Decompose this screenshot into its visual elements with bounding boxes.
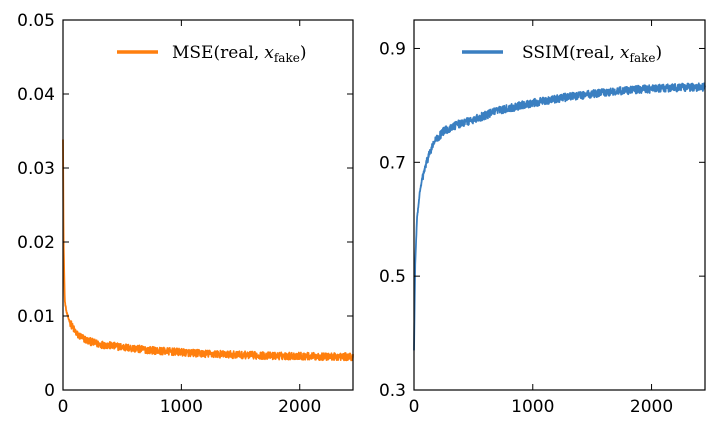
y-tick-label: 0.04	[17, 85, 55, 105]
series-line-1-0	[413, 82, 706, 351]
x-tick-label: 1000	[160, 397, 203, 417]
series-line-0-0	[62, 139, 354, 362]
ssim-panel: 0 1000 2000 0.3 0.5 0.7 0.9 SSIM(real, xfake)	[379, 19, 706, 417]
x-tick-label: 0	[58, 397, 69, 417]
plot-frame	[62, 19, 354, 391]
y-tick-label: 0.3	[379, 381, 406, 401]
y-tick-label: 0	[44, 381, 55, 401]
plot-frame	[413, 19, 706, 391]
y-tick-label: 0.7	[379, 153, 406, 173]
y-tick-label: 0.02	[17, 233, 55, 253]
x-tick-label: 2000	[630, 397, 673, 417]
y-tick-label: 0.03	[17, 159, 55, 179]
x-tick-label: 1000	[511, 397, 554, 417]
mse-panel: 0 1000 2000 0 0.01 0.02 0.03 0.04 0.05 MSE(real, x…	[17, 11, 354, 417]
y-tick-label: 0.01	[17, 307, 55, 327]
y-tick-label: 0.5	[379, 267, 406, 287]
y-tick-label: 0.05	[17, 11, 55, 31]
x-tick-label: 2000	[278, 397, 321, 417]
y-tick-label: 0.9	[379, 39, 406, 59]
legend-label: SSIM(real, xfake)	[522, 43, 662, 65]
legend-label: MSE(real, xfake)	[172, 43, 306, 65]
x-tick-label: 0	[409, 397, 420, 417]
